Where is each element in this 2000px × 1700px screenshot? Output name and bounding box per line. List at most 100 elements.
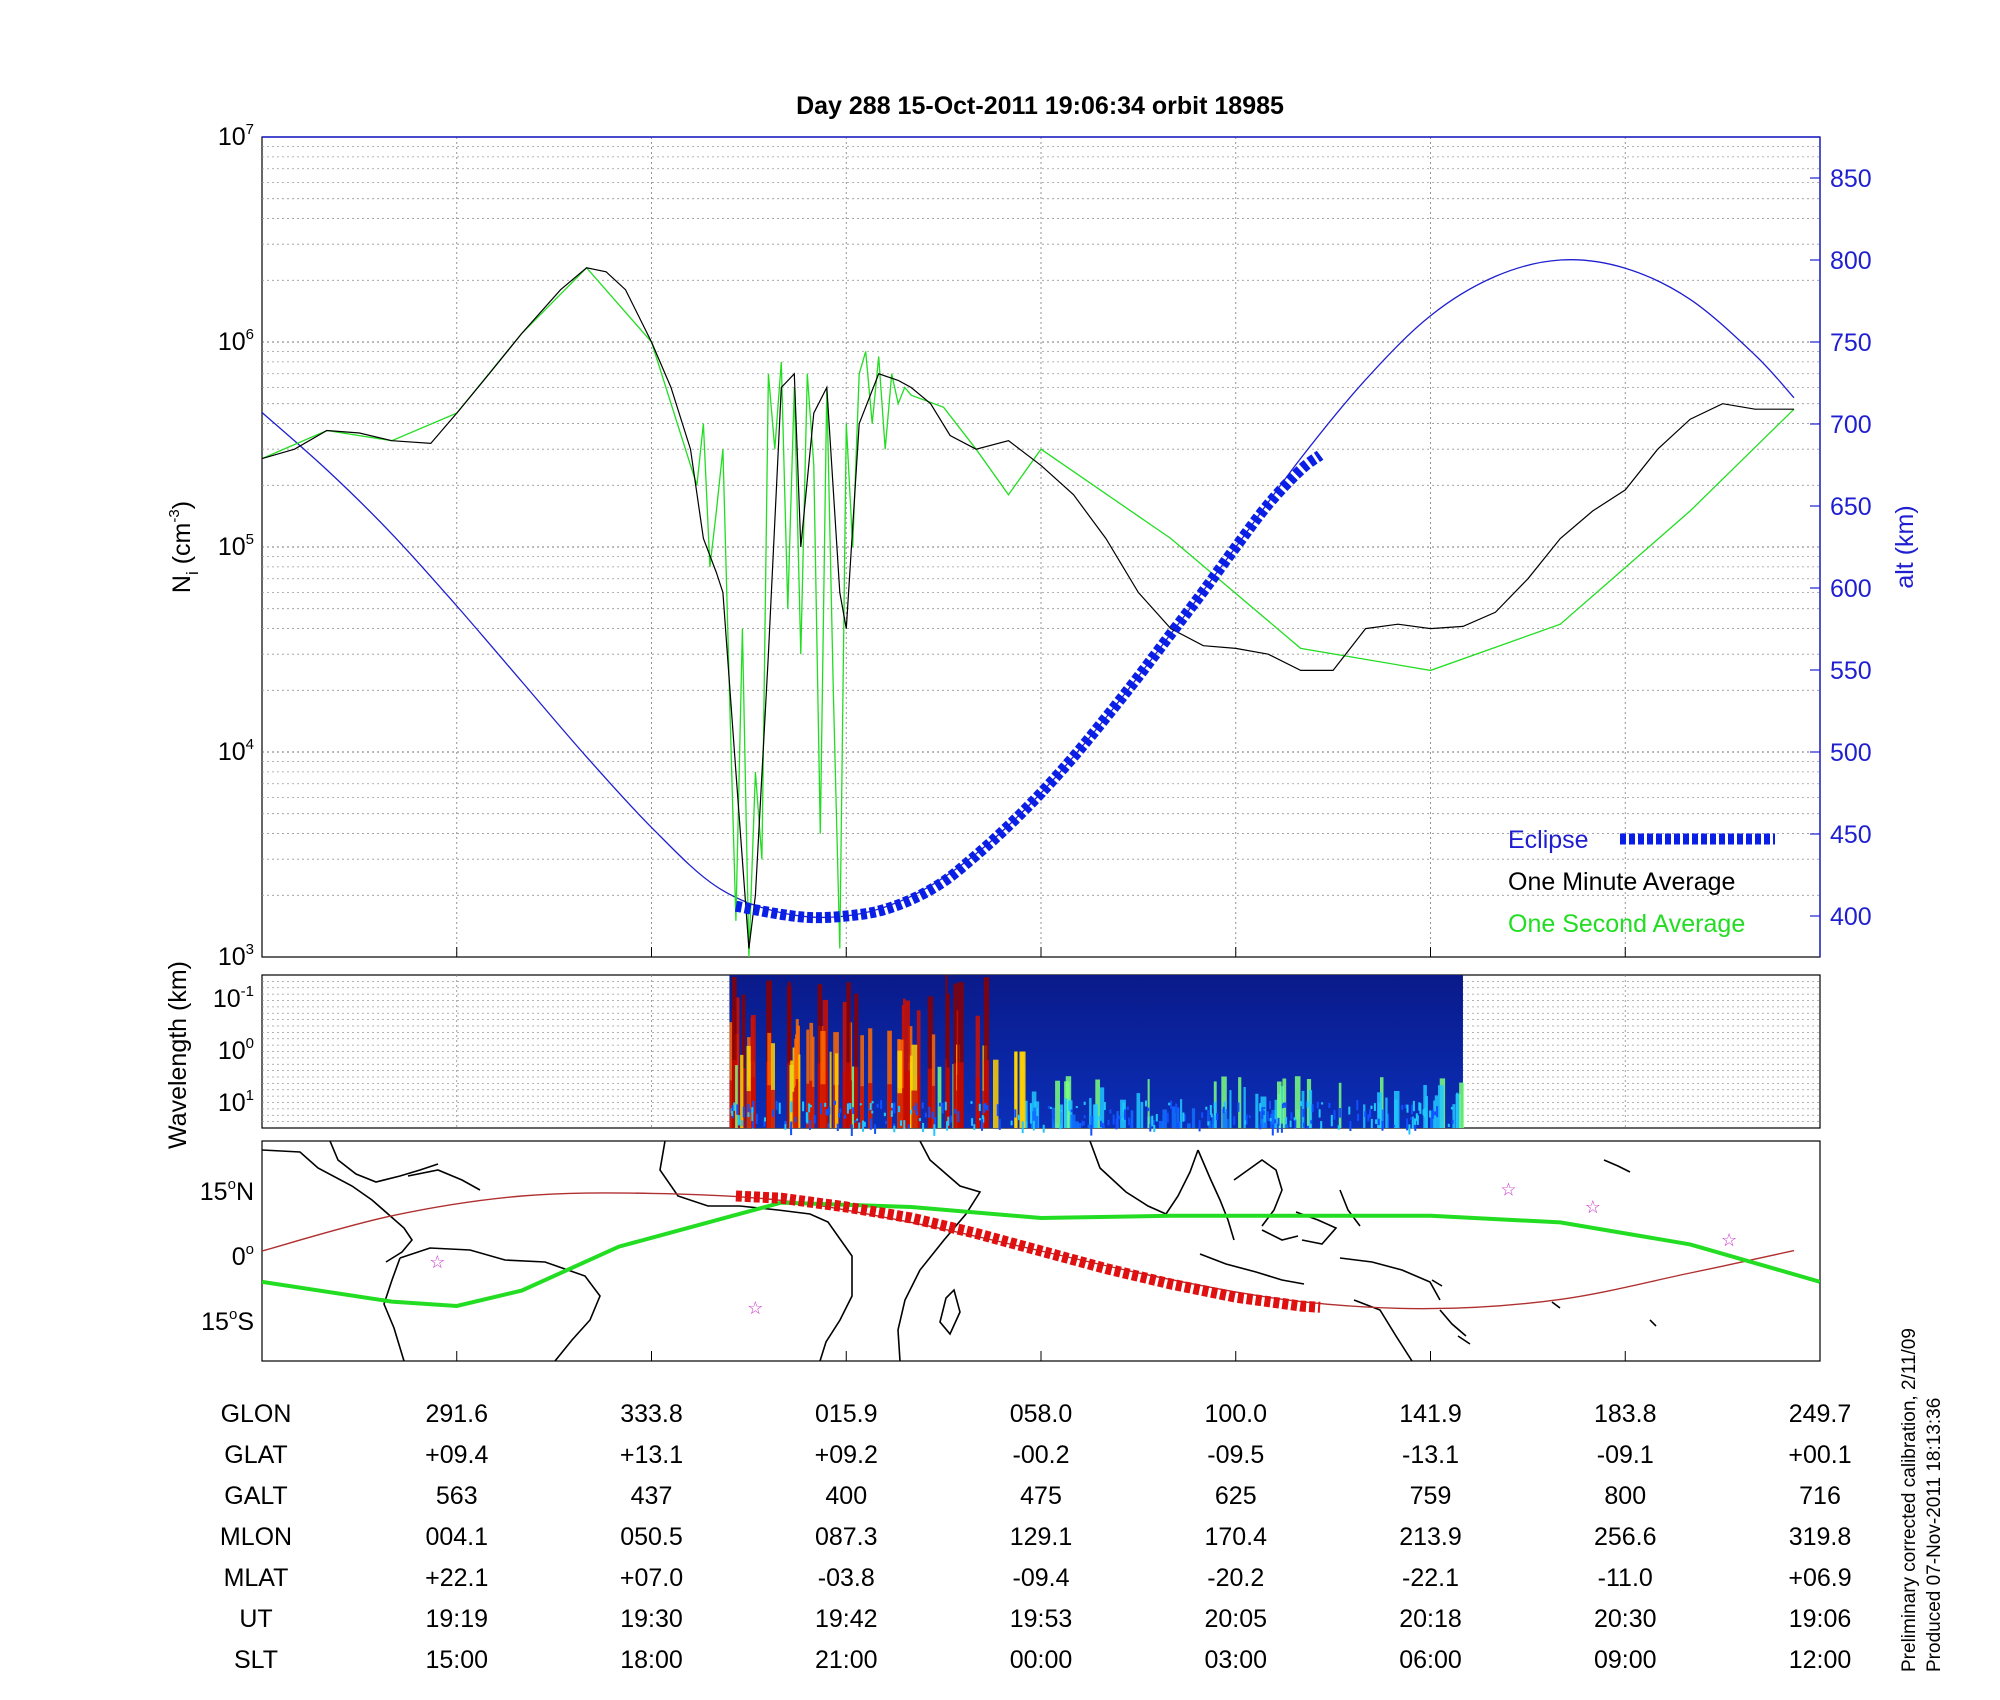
density-tick-1e4: 104 [218, 736, 254, 766]
spectrogram-streak [1261, 1110, 1264, 1128]
spectrogram-speckle [1081, 1120, 1084, 1127]
density-tick-1e7: 107 [218, 121, 254, 151]
spectrogram-panel: 10-1 100 101 Wavelength (km) [164, 961, 1821, 1149]
table-row-label: GLON [221, 1400, 292, 1428]
spectrogram-speckle [1367, 1114, 1370, 1122]
spectrogram-speckle [938, 1102, 941, 1107]
spectrogram-speckle [859, 1103, 862, 1106]
spectrogram-streak [1014, 1051, 1018, 1128]
station-star-icon: ☆ [1721, 1230, 1737, 1250]
map-tick-15n: 15oN [200, 1176, 254, 1206]
spectrogram-streak [1226, 1119, 1229, 1128]
spectrogram-speckle [1059, 1125, 1062, 1130]
spectrogram-speckle [1356, 1100, 1359, 1111]
spectrogram-speckle [880, 1100, 883, 1109]
spectrogram-speckle [893, 1125, 896, 1133]
spectrogram-streak [1274, 1099, 1279, 1128]
spectrogram-streak-core [957, 1062, 964, 1128]
ground-track-line [262, 1200, 1820, 1309]
spectrogram-speckle [1320, 1121, 1323, 1129]
station-star-icon: ☆ [747, 1298, 763, 1318]
spectrogram-speckle [802, 1101, 805, 1112]
spectrogram-speckle [979, 1118, 981, 1121]
table-cell: -09.4 [1013, 1564, 1070, 1592]
spectrogram-speckle [1285, 1116, 1288, 1125]
spectrogram-speckle [820, 1107, 823, 1115]
station-star-icon: ☆ [429, 1252, 445, 1272]
spectrogram-speckle [1248, 1115, 1251, 1118]
table-cell: 050.5 [620, 1523, 683, 1551]
spectrogram-speckle [1284, 1102, 1287, 1108]
spectrogram-speckle [874, 1124, 877, 1134]
table-cell: 19:53 [1010, 1605, 1073, 1633]
table-cell: 19:06 [1789, 1605, 1852, 1633]
spectrogram-speckle [809, 1120, 811, 1130]
spectrogram-speckle [910, 1109, 913, 1115]
spectrogram-speckle [1205, 1106, 1208, 1110]
spectrogram-speckle [1060, 1110, 1063, 1113]
spectrogram-streak [937, 1066, 942, 1128]
spectrogram-streak-core [846, 1062, 851, 1128]
spectrogram-speckle [970, 1101, 973, 1104]
spectrogram-streak [1255, 1093, 1259, 1128]
spectrogram-speckle [1047, 1105, 1050, 1109]
spectrogram-speckle [1126, 1106, 1129, 1110]
spectrogram-speckle [1447, 1123, 1450, 1127]
spectrogram-streak [846, 982, 851, 1128]
wavelength-tick-1e-1: 10-1 [213, 983, 254, 1013]
spectrogram-streaks [729, 975, 1465, 1137]
spectrogram-speckle [1182, 1112, 1185, 1122]
spectrogram-streak [1452, 1104, 1456, 1128]
spectrogram-streak [1243, 1087, 1246, 1128]
table-row-label: GLAT [224, 1441, 287, 1469]
spectrogram-streak [795, 1019, 799, 1128]
spectrogram-speckle [1083, 1101, 1086, 1105]
spectrogram-speckle [1269, 1118, 1272, 1122]
spectrogram-speckle [913, 1106, 916, 1110]
spectrogram-speckle [1401, 1105, 1404, 1110]
table-cell: 19:30 [620, 1605, 683, 1633]
spectrogram-streak [1020, 1051, 1026, 1128]
spectrogram-streak [806, 1029, 810, 1128]
spectrogram-streak [1271, 1109, 1278, 1128]
density-tick-1e5: 105 [218, 531, 254, 561]
spectrogram-streak [1222, 1108, 1228, 1128]
spectrogram-speckle [1267, 1111, 1270, 1122]
spectrogram-streak [1377, 1092, 1382, 1128]
spectrogram-speckle [1168, 1102, 1171, 1106]
spectrogram-speckle [1259, 1123, 1262, 1130]
altitude-tick-650: 650 [1830, 493, 1872, 521]
spectrogram-speckle [751, 1121, 754, 1129]
spectrogram-streak [854, 993, 859, 1128]
table-cell: 06:00 [1399, 1646, 1462, 1674]
spectrogram-streak [1229, 1090, 1232, 1128]
spectrogram-streak [975, 1015, 980, 1128]
station-star-icon: ☆ [1585, 1197, 1601, 1217]
spectrogram-speckle [1029, 1103, 1032, 1113]
spectrogram-speckle [915, 1103, 918, 1113]
spectrogram-speckle [1245, 1114, 1248, 1125]
spectrogram-speckle [772, 1109, 775, 1117]
spectrogram-speckle [1299, 1101, 1302, 1107]
spectrogram-speckle [755, 1113, 758, 1124]
footnote-produced: Produced 07-Nov-2011 18:13:36 [1924, 1398, 1945, 1672]
spectrogram-speckle [751, 1111, 754, 1122]
spectrogram-streak [809, 1022, 814, 1128]
spectrogram-speckle [1263, 1107, 1266, 1110]
spectrogram-speckle [1070, 1109, 1073, 1113]
spectrogram-streak [931, 1034, 936, 1128]
spectrogram-streak [820, 1031, 826, 1128]
spectrogram-speckle [1153, 1120, 1155, 1129]
altitude-tick-750: 750 [1830, 329, 1872, 357]
table-cell: 183.8 [1594, 1400, 1657, 1428]
spectrogram-speckle [1436, 1106, 1439, 1118]
spectrogram-streak [1338, 1082, 1342, 1128]
table-cell: 400 [825, 1482, 867, 1510]
spectrogram-speckle [1107, 1119, 1110, 1126]
spectrogram-streak [1177, 1107, 1180, 1128]
spectrogram-speckle [1183, 1114, 1186, 1122]
spectrogram-speckle [809, 1104, 812, 1108]
spectrogram-streak-core [927, 1068, 934, 1128]
spectrogram-speckle [1149, 1124, 1152, 1132]
table-cell: 087.3 [815, 1523, 878, 1551]
